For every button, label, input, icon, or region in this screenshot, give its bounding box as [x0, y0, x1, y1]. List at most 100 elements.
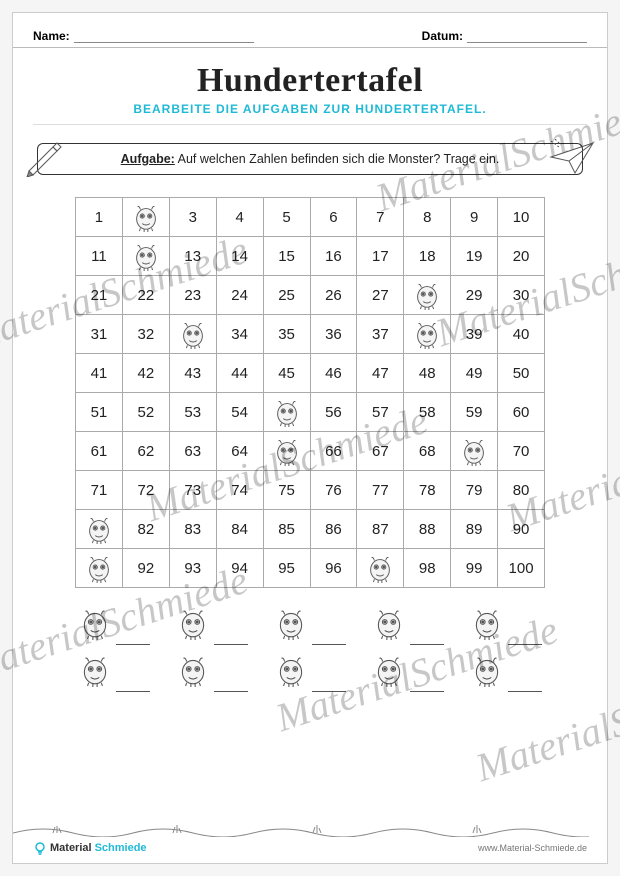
grid-cell: 40 — [498, 315, 545, 354]
grid-cell: 76 — [311, 471, 358, 510]
answer-blank[interactable] — [214, 676, 248, 692]
grid-cell: 4 — [217, 198, 264, 237]
grid-cell: 25 — [264, 276, 311, 315]
grid-cell: 27 — [357, 276, 404, 315]
grid-cell: 59 — [451, 393, 498, 432]
grid-cell: 92 — [123, 549, 170, 588]
brand-prefix: Material — [50, 842, 92, 854]
answer-blank[interactable] — [410, 676, 444, 692]
grid-cell: 32 — [123, 315, 170, 354]
grid-cell: 13 — [170, 237, 217, 276]
grid-cell: 46 — [311, 354, 358, 393]
grid-cell: 6 — [311, 198, 358, 237]
answer-blank[interactable] — [312, 676, 346, 692]
grid-cell: 24 — [217, 276, 264, 315]
answer-item — [364, 606, 452, 645]
grid-cell-monster — [404, 315, 451, 354]
grid-cell: 72 — [123, 471, 170, 510]
grid-cell: 82 — [123, 510, 170, 549]
lightbulb-icon — [33, 841, 47, 855]
grid-cell: 64 — [217, 432, 264, 471]
grid-cell: 47 — [357, 354, 404, 393]
grid-cell: 57 — [357, 393, 404, 432]
grid-cell: 17 — [357, 237, 404, 276]
monster-icon — [274, 606, 308, 645]
task-box: Aufgabe: Auf welchen Zahlen befinden sic… — [37, 143, 583, 175]
monster-icon — [274, 653, 308, 692]
answer-item — [168, 653, 256, 692]
answer-blank[interactable] — [214, 629, 248, 645]
grid-cell: 70 — [498, 432, 545, 471]
grid-cell: 60 — [498, 393, 545, 432]
grid-cell: 78 — [404, 471, 451, 510]
grid-cell-monster — [123, 237, 170, 276]
grid-cell: 94 — [217, 549, 264, 588]
answer-blank[interactable] — [116, 629, 150, 645]
grid-cell: 86 — [311, 510, 358, 549]
grid-cell-monster — [264, 393, 311, 432]
grid-cell: 34 — [217, 315, 264, 354]
grid-cell: 16 — [311, 237, 358, 276]
grid-cell: 87 — [357, 510, 404, 549]
grid-cell: 3 — [170, 198, 217, 237]
grid-cell-monster — [451, 432, 498, 471]
grid-cell: 95 — [264, 549, 311, 588]
grid-cell: 22 — [123, 276, 170, 315]
name-input-line[interactable] — [74, 29, 254, 43]
grid-cell: 93 — [170, 549, 217, 588]
grid-cell: 23 — [170, 276, 217, 315]
grid-cell-monster — [264, 432, 311, 471]
pencil-icon — [25, 137, 65, 177]
grid-cell: 96 — [311, 549, 358, 588]
grid-cell: 71 — [76, 471, 123, 510]
grid-cell: 58 — [404, 393, 451, 432]
answer-item — [266, 606, 354, 645]
header-row: Name: Datum: — [33, 29, 587, 43]
grid-cell: 42 — [123, 354, 170, 393]
grid-cell: 52 — [123, 393, 170, 432]
task-text: Auf welchen Zahlen befinden sich die Mon… — [175, 152, 500, 166]
grid-cell: 75 — [264, 471, 311, 510]
subtitle: Bearbeite die Aufgaben zur Hundertertafe… — [33, 102, 587, 116]
answer-blank[interactable] — [508, 676, 542, 692]
grid-cell: 63 — [170, 432, 217, 471]
date-input-line[interactable] — [467, 29, 587, 43]
grid-cell: 62 — [123, 432, 170, 471]
grid-cell: 7 — [357, 198, 404, 237]
answer-blank[interactable] — [410, 629, 444, 645]
task-label: Aufgabe: — [121, 152, 175, 166]
answer-blank[interactable] — [312, 629, 346, 645]
grid-cell: 5 — [264, 198, 311, 237]
task-box-wrap: Aufgabe: Auf welchen Zahlen befinden sic… — [37, 143, 583, 175]
grid-cell: 14 — [217, 237, 264, 276]
grid-cell: 19 — [451, 237, 498, 276]
grid-cell: 11 — [76, 237, 123, 276]
grid-cell: 83 — [170, 510, 217, 549]
monster-icon — [470, 653, 504, 692]
answer-item — [462, 606, 550, 645]
grid-cell: 56 — [311, 393, 358, 432]
answer-item — [70, 653, 158, 692]
brand-suffix: Schmiede — [95, 842, 147, 854]
grid-cell-monster — [76, 549, 123, 588]
paper-plane-icon — [549, 139, 597, 177]
grid-cell: 99 — [451, 549, 498, 588]
grid-cell: 68 — [404, 432, 451, 471]
grid-cell: 37 — [357, 315, 404, 354]
grid-cell: 43 — [170, 354, 217, 393]
grid-cell: 85 — [264, 510, 311, 549]
grid-cell: 45 — [264, 354, 311, 393]
grid-cell: 88 — [404, 510, 451, 549]
brand-logo: MaterialSchmiede — [33, 841, 147, 855]
grid-cell: 54 — [217, 393, 264, 432]
page-title: Hundertertafel — [33, 62, 587, 100]
grid-cell: 53 — [170, 393, 217, 432]
answer-item — [70, 606, 158, 645]
grid-cell: 98 — [404, 549, 451, 588]
grid-cell-monster — [404, 276, 451, 315]
answer-blank[interactable] — [116, 676, 150, 692]
answer-blank[interactable] — [508, 629, 542, 645]
grid-cell: 35 — [264, 315, 311, 354]
monster-icon — [176, 606, 210, 645]
grid-cell: 9 — [451, 198, 498, 237]
